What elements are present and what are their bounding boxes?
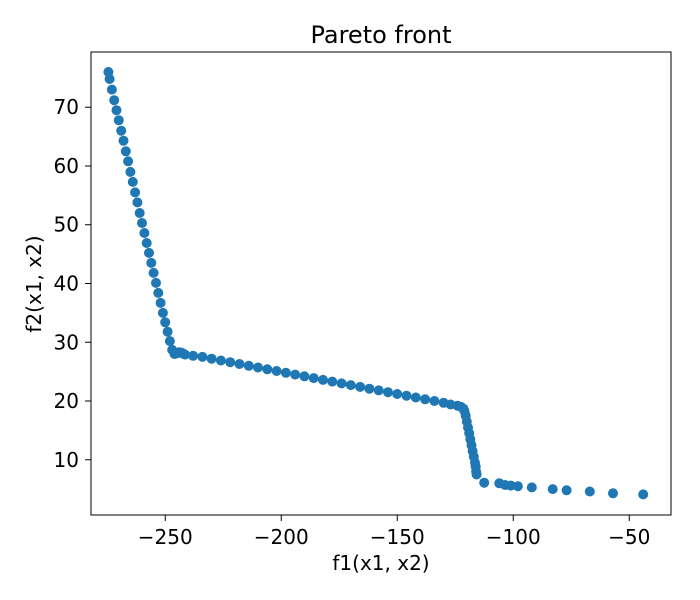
data-point — [526, 482, 537, 493]
x-tick-label: −100 — [486, 525, 541, 549]
data-point — [157, 307, 168, 318]
y-tick-label: 40 — [54, 272, 79, 296]
data-point — [160, 317, 171, 328]
data-point — [130, 187, 141, 198]
data-point — [206, 353, 217, 364]
data-point — [290, 369, 301, 380]
data-point — [355, 381, 366, 392]
data-point — [134, 208, 145, 218]
data-point — [280, 367, 291, 378]
data-point — [153, 287, 164, 298]
data-point — [373, 385, 384, 396]
data-point — [225, 357, 236, 368]
data-point — [104, 74, 115, 84]
x-tick-label: −250 — [138, 525, 193, 549]
y-tick-label: 60 — [54, 154, 79, 178]
data-point — [123, 156, 134, 167]
data-point — [253, 362, 263, 373]
data-point — [215, 355, 226, 366]
data-point — [144, 247, 154, 258]
data-point — [429, 396, 440, 406]
data-point — [148, 267, 159, 278]
y-tick-label: 30 — [54, 330, 79, 354]
data-point — [127, 176, 138, 187]
data-point — [109, 95, 120, 106]
x-tick-label: −50 — [608, 525, 650, 549]
data-point — [151, 277, 161, 288]
y-tick-label: 20 — [54, 389, 79, 413]
x-tick-label: −150 — [370, 525, 425, 549]
data-point — [164, 336, 175, 347]
data-point — [125, 166, 136, 177]
data-point — [234, 359, 245, 369]
data-point — [188, 350, 199, 361]
data-point — [638, 489, 649, 500]
data-point — [137, 218, 147, 228]
data-point — [146, 257, 157, 268]
data-point — [318, 374, 328, 385]
data-point — [111, 105, 122, 116]
data-point — [608, 488, 618, 499]
data-point — [299, 371, 310, 382]
data-point — [120, 146, 131, 157]
data-point — [271, 366, 282, 376]
data-point — [118, 135, 129, 146]
y-tick-label: 10 — [54, 448, 79, 472]
scatter-points — [103, 67, 649, 500]
y-axis-ticks: 10 20 30 40 50 60 70 — [54, 95, 91, 472]
data-point — [561, 485, 572, 496]
data-point — [471, 469, 482, 480]
data-point — [262, 364, 273, 375]
data-point — [479, 477, 490, 488]
data-point — [139, 228, 150, 238]
x-tick-label: −200 — [254, 525, 309, 549]
data-point — [584, 486, 595, 497]
data-point — [401, 390, 412, 401]
data-point — [116, 125, 127, 136]
data-point — [547, 484, 558, 495]
data-point — [243, 360, 254, 371]
data-point — [345, 380, 356, 391]
data-point — [155, 297, 166, 308]
y-tick-label: 70 — [54, 95, 79, 119]
data-point — [113, 115, 124, 126]
data-point — [106, 84, 117, 95]
data-point — [512, 481, 523, 492]
data-point — [336, 378, 347, 389]
data-point — [364, 383, 375, 394]
data-point — [410, 392, 421, 403]
data-point — [132, 197, 143, 208]
data-point — [308, 373, 319, 384]
x-axis-label: f1(x1, x2) — [332, 551, 429, 575]
data-point — [420, 394, 431, 405]
data-point — [327, 376, 338, 387]
y-axis-label: f2(x1, x2) — [22, 235, 46, 332]
data-point — [162, 326, 173, 337]
data-point — [383, 387, 393, 398]
data-point — [141, 238, 152, 248]
data-point — [180, 349, 190, 360]
y-tick-label: 50 — [54, 213, 79, 237]
data-point — [197, 351, 208, 362]
chart-title: Pareto front — [310, 21, 451, 49]
x-axis-ticks: −250 −200 −150 −100 −50 — [138, 515, 650, 549]
plot-frame — [90, 51, 672, 516]
data-point — [392, 389, 403, 399]
